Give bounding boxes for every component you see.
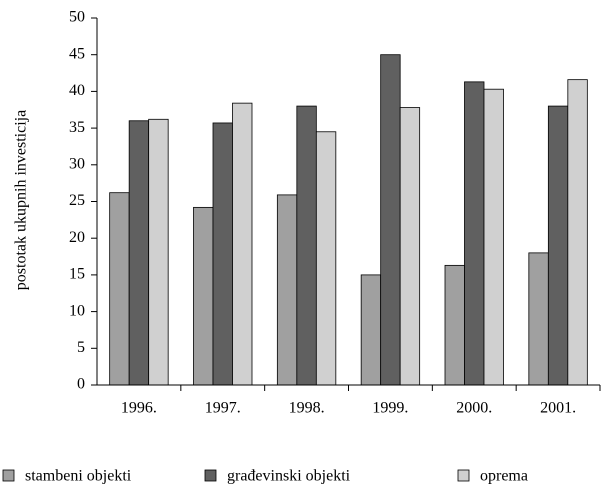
y-axis-label: postotak ukupnih investicija [13,110,30,290]
x-tick-label: 1996. [121,400,157,417]
bar [399,107,421,386]
bar [109,192,130,386]
y-tick-label: 25 [69,192,85,209]
y-tick-label: 40 [69,82,85,99]
bar [276,194,298,386]
bar [128,120,150,386]
bar [232,102,253,386]
y-tick-label: 10 [69,302,85,319]
bar [444,264,465,386]
y-tick-label: 20 [69,229,85,246]
legend-label: stambeni objekti [25,468,132,485]
x-tick-label: 1998. [289,400,325,417]
bar [212,122,233,386]
y-tick-label: 50 [69,9,85,26]
y-tick-label: 0 [77,376,85,393]
x-tick-label: 2000. [456,400,492,417]
bar [360,274,382,386]
bar [193,206,214,386]
x-tick-label: 1999. [372,400,408,417]
bar [148,118,169,386]
legend-label: oprema [480,468,528,485]
y-tick-label: 30 [69,155,85,172]
bar [528,252,549,386]
bar [483,88,504,386]
bar [567,79,588,386]
legend-swatch [2,469,15,482]
y-tick-label: 5 [77,339,85,356]
bar [464,81,485,386]
x-tick-label: 1997. [205,400,241,417]
bar [547,105,569,386]
legend-label: građevinski objekti [227,468,351,485]
bar [296,105,317,386]
y-tick-label: 15 [69,266,85,283]
y-tick-label: 45 [69,45,85,62]
y-tick-label: 35 [69,119,85,136]
x-tick-label: 2001. [540,400,576,417]
bar [380,54,401,386]
legend-swatch [457,469,470,482]
legend-swatch [204,469,217,482]
bar [315,131,337,386]
